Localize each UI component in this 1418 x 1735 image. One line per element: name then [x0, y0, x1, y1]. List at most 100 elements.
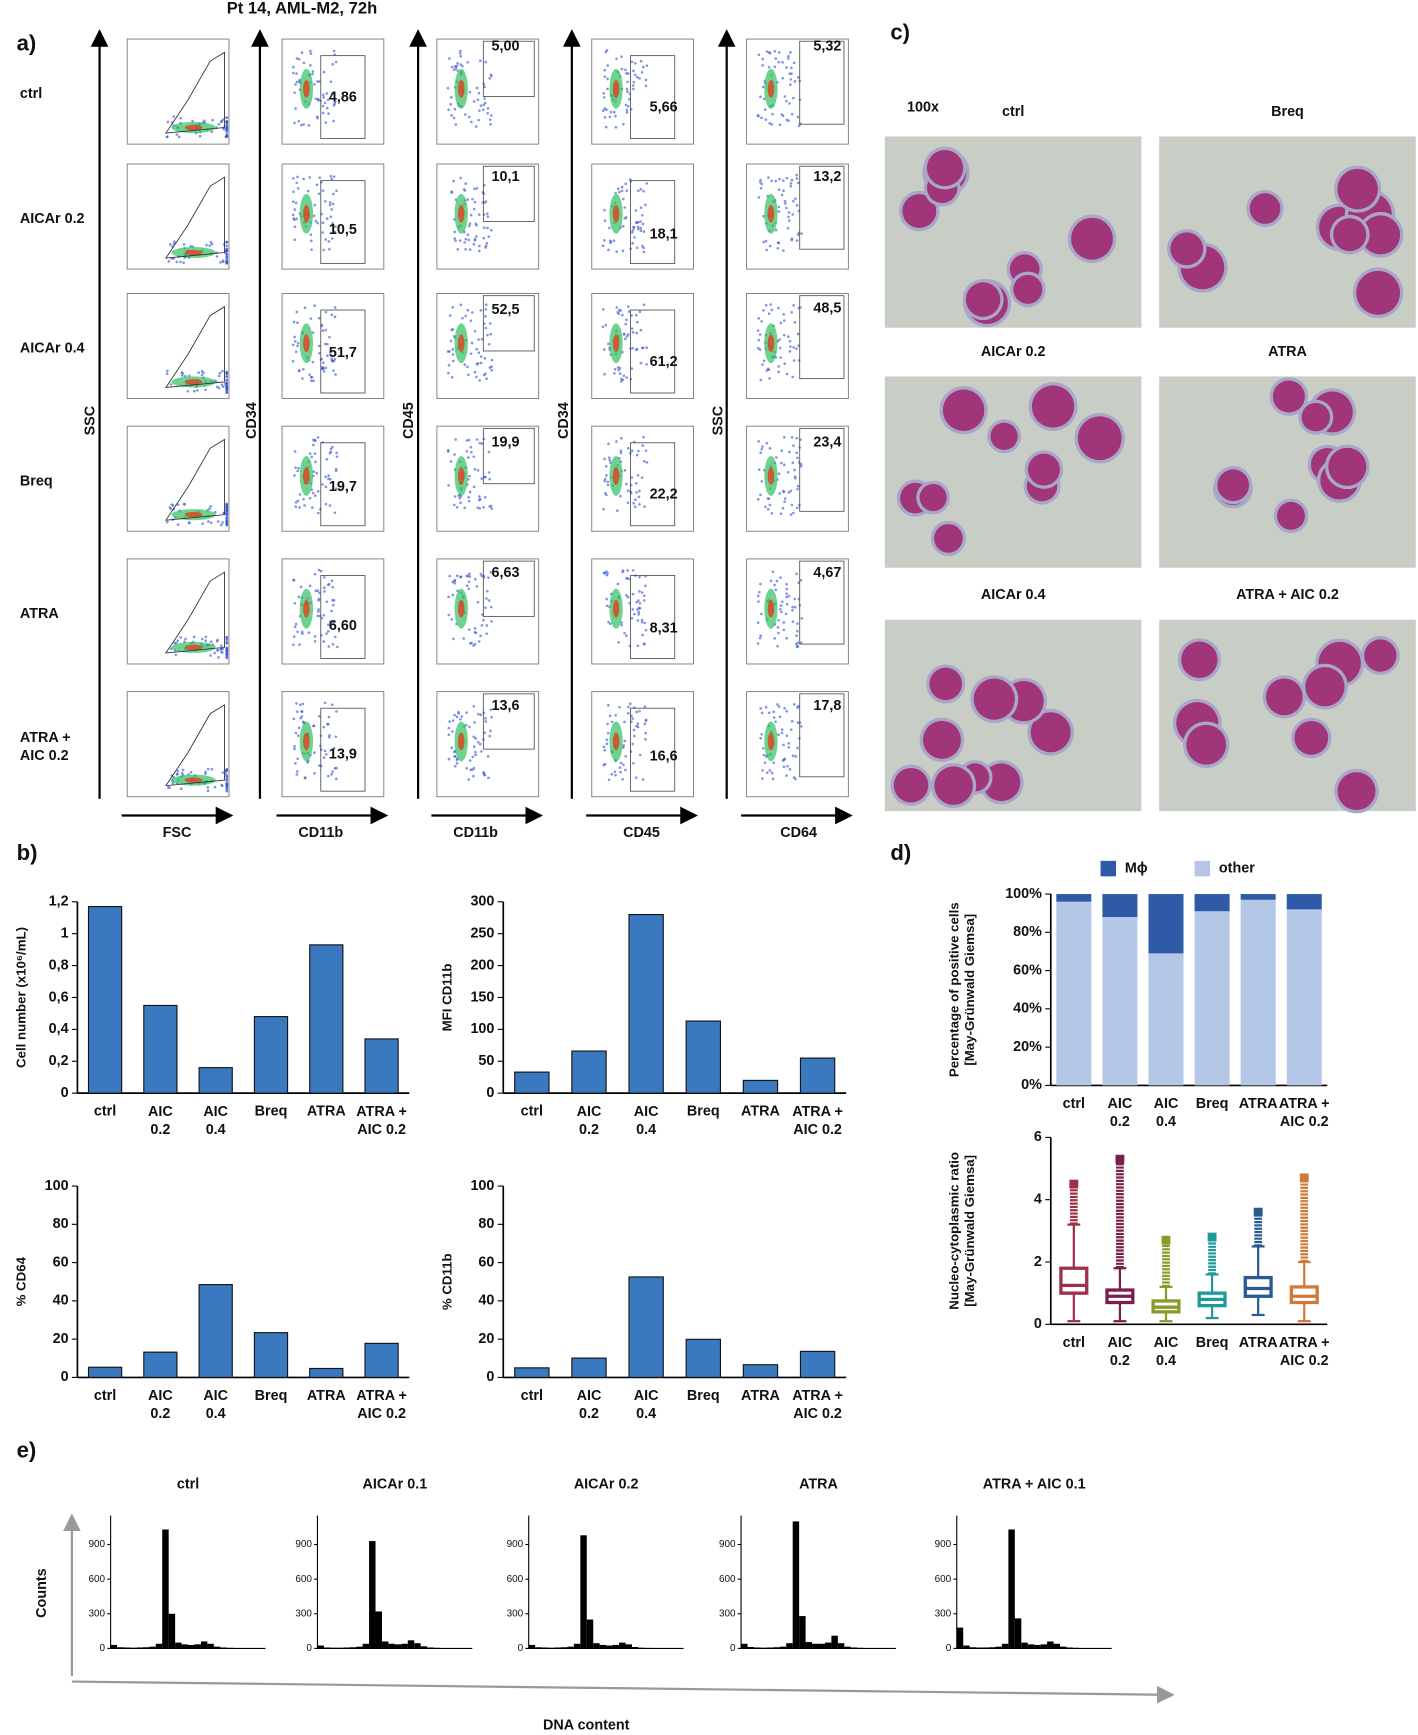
- histogram-bar: [168, 1613, 176, 1649]
- y-tick-label: 0: [946, 1643, 952, 1654]
- flow-event: [225, 125, 229, 129]
- y-tick-label: 1: [61, 925, 69, 941]
- flow-event: [635, 600, 639, 604]
- flow-event: [480, 442, 484, 445]
- gate: [482, 693, 535, 750]
- flow-event: [489, 332, 493, 336]
- flow-event: [768, 503, 772, 507]
- flow-event: [449, 103, 453, 106]
- flow-event: [608, 458, 612, 462]
- flow-event: [225, 777, 229, 780]
- histogram-bar: [149, 1646, 156, 1649]
- histogram-bar: [136, 1647, 143, 1649]
- flow-event: [610, 720, 614, 724]
- flow-event: [782, 179, 785, 183]
- gate: [630, 442, 676, 527]
- flow-event: [469, 352, 473, 356]
- bar: [742, 1364, 779, 1378]
- flow-event: [603, 208, 606, 212]
- flow-plot: [436, 38, 540, 145]
- flow-event: [607, 248, 610, 252]
- flow-event: [766, 497, 770, 500]
- flow-event: [325, 457, 329, 461]
- flow-event: [316, 511, 320, 515]
- flow-event: [769, 579, 773, 583]
- gate: [165, 51, 225, 134]
- flow-event: [606, 480, 610, 484]
- flow-event: [783, 199, 787, 203]
- flow-event: [330, 609, 333, 613]
- flow-event: [616, 582, 620, 586]
- flow-event: [616, 366, 620, 369]
- flow-event: [295, 181, 299, 185]
- flow-event: [635, 75, 639, 79]
- flow-event: [465, 449, 469, 453]
- flow-event: [323, 590, 326, 593]
- gate: [320, 55, 366, 140]
- flow-event: [458, 496, 462, 500]
- flow-event: [645, 64, 649, 68]
- flow-event: [777, 210, 781, 213]
- x-tick-label: AIC 0.4: [203, 1388, 228, 1422]
- histogram-bar: [599, 1644, 607, 1649]
- bar-segment: [1148, 953, 1184, 1086]
- x-tick-label: Breq: [687, 1104, 720, 1120]
- flow-event: [453, 755, 457, 758]
- flow-event: [309, 379, 313, 383]
- flow-event: [317, 316, 321, 320]
- flow-event: [760, 116, 763, 120]
- x-tick-label: Breq: [1196, 1335, 1229, 1351]
- flow-event: [613, 770, 617, 774]
- bar-segment: [1102, 917, 1138, 1086]
- flow-event: [325, 106, 329, 110]
- flow-event: [636, 320, 639, 324]
- flow-event: [333, 102, 336, 105]
- flow-event: [333, 357, 337, 361]
- cell-nucleus: [973, 678, 1015, 720]
- flow-event: [621, 313, 624, 317]
- flow-event: [296, 341, 300, 345]
- flow-event: [775, 579, 779, 583]
- flow-event: [313, 304, 317, 307]
- flow-event: [225, 653, 229, 657]
- flow-event: [792, 61, 796, 65]
- flow-event: [459, 575, 463, 579]
- flow-event: [484, 717, 487, 720]
- flow-event: [465, 439, 469, 442]
- flow-event: [607, 703, 610, 707]
- flow-event: [486, 754, 490, 758]
- flow-event: [328, 504, 332, 507]
- flow-event: [603, 68, 607, 72]
- flow-event: [309, 63, 312, 67]
- y-tick-label: 200: [470, 957, 494, 973]
- flow-event: [322, 370, 326, 373]
- flow-event: [621, 746, 625, 749]
- flow-event: [165, 520, 169, 524]
- flow-event: [622, 744, 626, 747]
- flow-event: [179, 260, 182, 264]
- flow-event: [225, 381, 229, 385]
- flow-event: [644, 731, 647, 735]
- flow-event: [797, 124, 801, 128]
- flow-event: [321, 104, 325, 108]
- flow-event: [452, 503, 456, 507]
- flow-event: [776, 246, 780, 250]
- micrograph-title: Breq: [1271, 104, 1304, 120]
- flow-event: [451, 580, 455, 584]
- flow-event: [200, 370, 204, 373]
- flow-event: [460, 715, 464, 718]
- flow-event: [603, 219, 607, 223]
- flow-event: [182, 261, 185, 265]
- flow-event: [464, 247, 467, 251]
- flow-event: [327, 715, 331, 719]
- flow-event: [166, 369, 169, 373]
- histogram-bar: [773, 1647, 780, 1649]
- cell-nucleus: [982, 763, 1021, 802]
- x-tick-label: ATRA + AIC 0.2: [1279, 1335, 1330, 1369]
- flow-event: [601, 325, 605, 329]
- flow-event: [785, 602, 789, 606]
- gate-value: 17,8: [813, 698, 841, 714]
- flow-event: [302, 61, 306, 65]
- y-tick-label: 0,2: [49, 1053, 69, 1069]
- box: [1059, 1266, 1089, 1295]
